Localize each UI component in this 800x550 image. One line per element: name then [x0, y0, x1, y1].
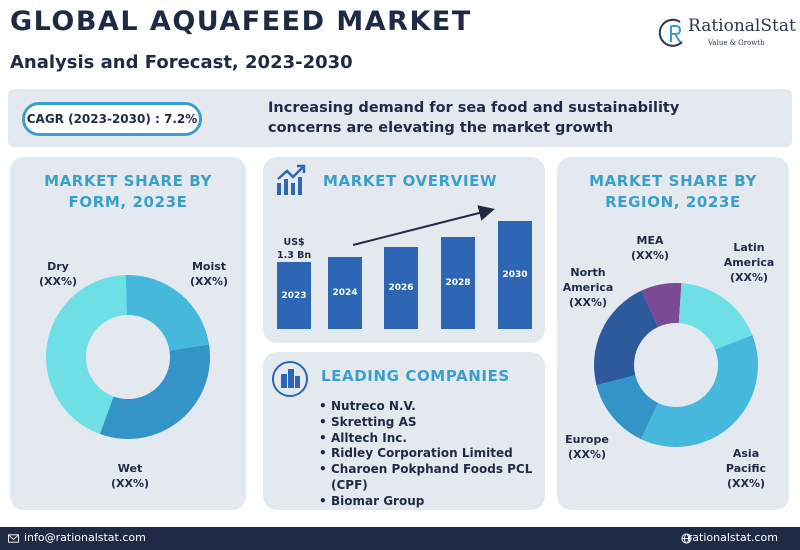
list-item: Alltech Inc. — [319, 431, 545, 447]
cagr-badge: CAGR (2023-2030) : 7.2% — [22, 102, 202, 136]
region-label-mea: MEA (XX%) — [630, 234, 670, 262]
globe-icon — [681, 533, 692, 544]
form-label-dry: Dry (XX%) — [38, 260, 78, 288]
brand-logo: RationalStat Value & Growth — [658, 14, 796, 54]
list-item: Charoen Pokphand Foods PCL (CPF) — [319, 462, 545, 494]
market-overview-panel: MARKET OVERVIEW US$ 1.3 Bn 2023 2024 2026 2… — [263, 157, 545, 343]
region-slice-asia-pacific — [640, 335, 758, 447]
region-donut-chart — [594, 283, 758, 447]
leading-companies-panel: LEADING COMPANIES Nutreco N.V. Skretting… — [263, 352, 545, 510]
form-slice-moist — [125, 275, 210, 351]
bar-2023 — [277, 262, 311, 329]
summary-banner: CAGR (2023-2030) : 7.2% Increasing deman… — [8, 89, 792, 147]
logo-tagline: Value & Growth — [708, 39, 765, 47]
bar-2026 — [384, 247, 418, 329]
growth-chart-icon — [277, 164, 306, 195]
bar-2024 — [328, 257, 362, 329]
bar-label-2026: 2026 — [388, 283, 414, 293]
form-slice-dry — [45, 275, 127, 435]
region-slice-mea — [641, 283, 682, 327]
bar-label-2030: 2030 — [502, 270, 528, 280]
form-donut-chart — [45, 275, 210, 439]
form-share-panel: MARKET SHARE BY FORM, 2023E Dry (XX%) Mo… — [10, 157, 246, 510]
bar-label-2024: 2024 — [332, 288, 358, 298]
mail-icon — [8, 534, 19, 543]
list-item: Ridley Corporation Limited — [319, 446, 545, 462]
bar-label-2023: 2023 — [281, 290, 307, 301]
logo-name: RationalStat — [688, 16, 796, 36]
companies-list: Nutreco N.V. Skretting AS Alltech Inc. R… — [319, 399, 545, 510]
overview-panel-title: MARKET OVERVIEW — [323, 172, 498, 190]
companies-panel-title: LEADING COMPANIES — [321, 367, 510, 385]
region-slice-europe — [596, 375, 658, 440]
list-item: Skretting AS — [319, 415, 545, 431]
bar-label-2028: 2028 — [445, 278, 471, 288]
page-subtitle: Analysis and Forecast, 2023-2030 — [10, 52, 353, 73]
region-slice-north-america — [594, 290, 659, 386]
list-item: Nutreco N.V. — [319, 399, 545, 415]
region-label-latin-america: Latin America (XX%) — [723, 241, 775, 284]
logo-mark-icon — [658, 18, 683, 47]
region-panel-title: MARKET SHARE BY REGION, 2023E — [589, 172, 757, 211]
buildings-icon — [272, 361, 308, 397]
list-item: Biomar Group — [319, 494, 545, 510]
bar-2028 — [441, 237, 475, 329]
overview-value-label: US$ 1.3 Bn — [277, 237, 312, 261]
form-label-moist: Moist (XX%) — [189, 260, 229, 288]
form-label-wet: Wet (XX%) — [110, 462, 150, 490]
region-label-europe: Europe (XX%) — [565, 433, 609, 461]
bar-2030 — [498, 221, 532, 329]
region-label-asia-pacific: Asia Pacific (XX%) — [725, 447, 767, 490]
footer-email[interactable]: info@rationalstat.com — [24, 531, 146, 544]
page-title: GLOBAL AQUAFEED MARKET — [10, 6, 472, 37]
trend-arrow-icon — [352, 205, 495, 246]
banner-text: Increasing demand for sea food and susta… — [268, 100, 680, 136]
region-label-north-america: North America (XX%) — [562, 266, 614, 309]
footer-website[interactable]: rationalstat.com — [687, 531, 778, 544]
footer: info@rationalstat.com rationalstat.com — [0, 527, 800, 550]
region-share-panel: MARKET SHARE BY REGION, 2023E MEA (XX%) … — [557, 157, 789, 510]
form-slice-wet — [99, 344, 210, 439]
region-slice-latin-america — [678, 283, 753, 350]
form-panel-title: MARKET SHARE BY FORM, 2023E — [44, 172, 212, 211]
